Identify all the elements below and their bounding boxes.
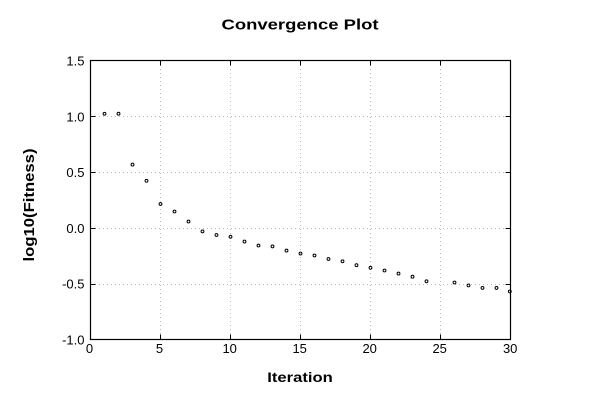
svg-text:log10(Fitness): log10(Fitness) xyxy=(21,149,38,262)
svg-text:-0.5: -0.5 xyxy=(62,277,84,292)
svg-text:0.0: 0.0 xyxy=(66,221,84,236)
svg-text:-1.0: -1.0 xyxy=(62,333,84,348)
svg-text:15: 15 xyxy=(292,341,306,356)
svg-text:25: 25 xyxy=(432,341,446,356)
svg-text:Convergence Plot: Convergence Plot xyxy=(222,17,379,34)
svg-text:Iteration: Iteration xyxy=(267,369,333,385)
svg-text:20: 20 xyxy=(362,341,376,356)
svg-text:5: 5 xyxy=(156,341,163,356)
svg-text:30: 30 xyxy=(503,341,517,356)
svg-text:0: 0 xyxy=(86,341,93,356)
svg-text:1.0: 1.0 xyxy=(66,109,84,124)
svg-text:10: 10 xyxy=(222,341,236,356)
svg-text:0.5: 0.5 xyxy=(66,165,84,180)
svg-text:1.5: 1.5 xyxy=(66,54,84,69)
